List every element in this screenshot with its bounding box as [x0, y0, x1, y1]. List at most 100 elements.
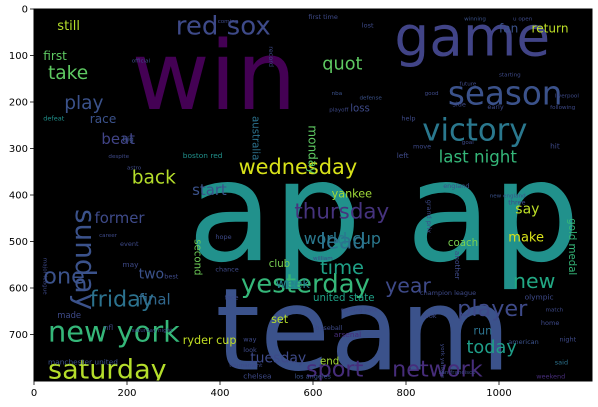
word-coming-116: coming: [218, 19, 239, 25]
word-team-3: team: [215, 263, 510, 396]
x-tick-label-600: 600: [303, 388, 322, 399]
word-fan-40: fan: [499, 21, 518, 35]
word-thursday-18: thursday: [294, 199, 389, 224]
word-quot-25: quot: [322, 55, 362, 75]
word-william-111: william: [313, 256, 333, 262]
word-united-state-46: united state: [313, 293, 375, 304]
word-side-81: side: [453, 101, 466, 109]
word-took-97: took: [422, 312, 437, 320]
word-said-64: said: [555, 359, 568, 367]
word-gold-medal-56: gold medal: [566, 218, 577, 275]
x-tick-label-800: 800: [396, 388, 415, 399]
word-may-87: may: [122, 260, 139, 269]
word-major-league-107: major league: [41, 258, 47, 295]
word-match-110: match: [546, 307, 564, 313]
word-playoff-120: playoff: [329, 107, 348, 113]
word-goal-84: goal: [462, 140, 474, 146]
word-year-20: year: [385, 274, 431, 298]
word-final-34: final: [139, 290, 171, 308]
word-arsenal-60: arsenal: [334, 330, 361, 339]
word-running-back-105: running back: [341, 307, 378, 313]
word-friday-17: friday: [90, 287, 154, 313]
word-baseball-94: baseball: [315, 324, 342, 332]
word-say-36: say: [515, 202, 539, 218]
word-today-28: today: [467, 338, 517, 358]
word-night-99: night: [560, 336, 577, 344]
word-game-4: game: [394, 5, 550, 69]
word-despite-113: despite: [108, 154, 129, 160]
word-best-88: best: [164, 273, 179, 281]
word-network-14: network: [392, 356, 483, 382]
word-event-86: event: [120, 240, 139, 248]
y-tick-label-400: 400: [9, 191, 28, 202]
word-sport-13: sport: [306, 356, 364, 382]
word-defeat-71: defeat: [43, 115, 64, 123]
y-tick-label-500: 500: [9, 237, 28, 248]
y-tick-label-200: 200: [9, 98, 28, 109]
word-u-open-101: u open: [513, 17, 533, 23]
word-lost-77: lost: [362, 22, 374, 30]
word-chelsea-61: chelsea: [243, 372, 271, 381]
word-champion-league-69: champion league: [420, 289, 476, 297]
word-coach-54: coach: [448, 238, 478, 249]
word-saturday-9: saturday: [48, 355, 167, 386]
word-first-39: first: [43, 49, 67, 63]
word-early-79: early: [487, 103, 503, 111]
word-club-45: club: [269, 259, 290, 270]
word-ryder-cup-49: ryder cup: [183, 334, 237, 347]
word-big-72: big: [122, 135, 134, 144]
word-manchester-united-57: manchester united: [48, 358, 118, 367]
x-tick-label-200: 200: [117, 388, 136, 399]
word-starting-117: starting: [499, 72, 521, 78]
word-set-48: set: [271, 313, 289, 326]
word-liverpool-100: liverpool: [555, 93, 580, 99]
word-season-5: season: [448, 74, 563, 112]
word-lead-19: lead: [320, 230, 366, 255]
word-ap-1: ap: [188, 131, 362, 293]
word-american-65: american: [508, 338, 538, 346]
x-tick-label-0: 0: [31, 388, 37, 399]
word-winning-70: winning: [464, 17, 486, 23]
word-play-24: play: [64, 93, 103, 114]
word-time-21: time: [320, 256, 364, 279]
word-future-102: future: [460, 82, 477, 88]
word-return-41: return: [532, 21, 569, 35]
word-move-82: move: [413, 143, 431, 151]
word-yankee-43: yankee: [332, 187, 373, 200]
word-new-york-8: new york: [48, 315, 180, 349]
x-tick-label-1000: 1000: [486, 388, 511, 399]
word-former-32: former: [95, 209, 146, 227]
word-ap-2: ap: [406, 131, 580, 293]
word-olympic-59: olympic: [525, 293, 554, 302]
word-saturday-night-108: saturday night: [132, 328, 174, 334]
word-home-98: home: [541, 319, 559, 327]
word-still-38: still: [57, 19, 80, 34]
x-tick-label-400: 400: [210, 388, 229, 399]
word-second-44: second: [191, 239, 202, 275]
word-take-23: take: [48, 63, 88, 84]
word-san-francisco-109: san francisco: [439, 370, 477, 376]
word-new-england-67: new england: [490, 193, 526, 199]
word-career-114: career: [99, 233, 118, 239]
plot-area: [34, 9, 592, 381]
word-wednesday-11: wednesday: [239, 155, 358, 179]
word-defense-74: defense: [360, 96, 383, 102]
word-loss-55: loss: [350, 103, 370, 114]
word-nfl-93: nfl: [104, 323, 113, 332]
word-two-33: two: [139, 267, 165, 283]
word-made-92: made: [57, 310, 81, 320]
word-start-31: start: [192, 181, 227, 199]
y-tick-label-100: 100: [9, 51, 28, 62]
word-monday-52: monday: [305, 125, 319, 174]
word-one-16: one: [43, 263, 85, 289]
word-red-sox-7: red sox: [176, 12, 271, 42]
word-back-26: back: [132, 167, 176, 188]
word-new-22: new: [513, 269, 555, 293]
word-tuesday-50: tuesday: [250, 350, 306, 366]
word-chance-89: chance: [215, 266, 238, 274]
y-tick-label-300: 300: [9, 144, 28, 155]
word-win-0: win: [132, 22, 297, 132]
word-run-47: run: [473, 325, 492, 338]
word-record-75: record: [267, 46, 275, 67]
